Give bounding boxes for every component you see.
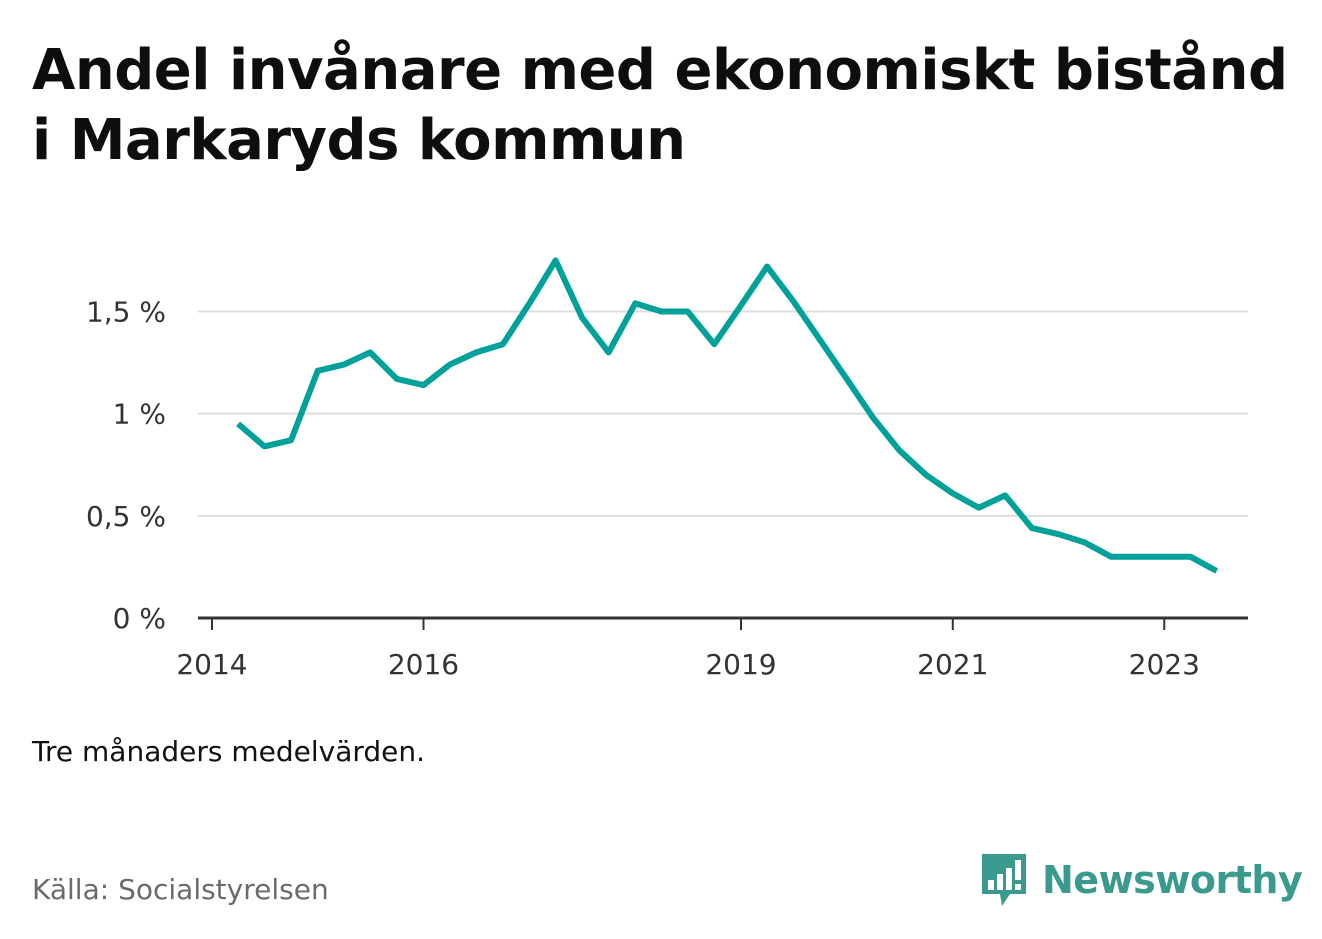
x-axis — [198, 616, 1248, 630]
x-tick-label: 2014 — [176, 648, 247, 681]
line-chart: 0 % 0,5 % 1 % 1,5 % 2014 2016 2019 2021 2023 — [86, 257, 1248, 681]
x-tick-label: 2023 — [1129, 648, 1200, 681]
y-tick-label: 1,5 % — [86, 296, 166, 329]
y-axis-tick-labels: 0 % 0,5 % 1 % 1,5 % — [86, 296, 166, 635]
y-tick-label: 0,5 % — [86, 500, 166, 533]
y-tick-label: 1 % — [113, 398, 166, 431]
x-tick-label: 2021 — [917, 648, 988, 681]
x-axis-tick-labels: 2014 2016 2019 2021 2023 — [176, 648, 1200, 681]
chart-title: Andel invånare med ekonomiskt bistånd i … — [32, 38, 1288, 173]
brand-logo: Newsworthy — [980, 850, 1303, 910]
x-tick-label: 2016 — [388, 648, 459, 681]
series-line — [236, 257, 1219, 574]
chart-note: Tre månaders medelvärden. — [32, 735, 426, 768]
x-tick-label: 2019 — [705, 648, 776, 681]
source-credit: Källa: Socialstyrelsen — [32, 873, 329, 906]
gridlines — [198, 310, 1248, 517]
series — [236, 257, 1219, 574]
y-tick-label: 0 % — [113, 602, 166, 635]
brand-name: Newsworthy — [1042, 858, 1303, 902]
bar-chart-speech-bubble-icon — [982, 854, 1026, 906]
